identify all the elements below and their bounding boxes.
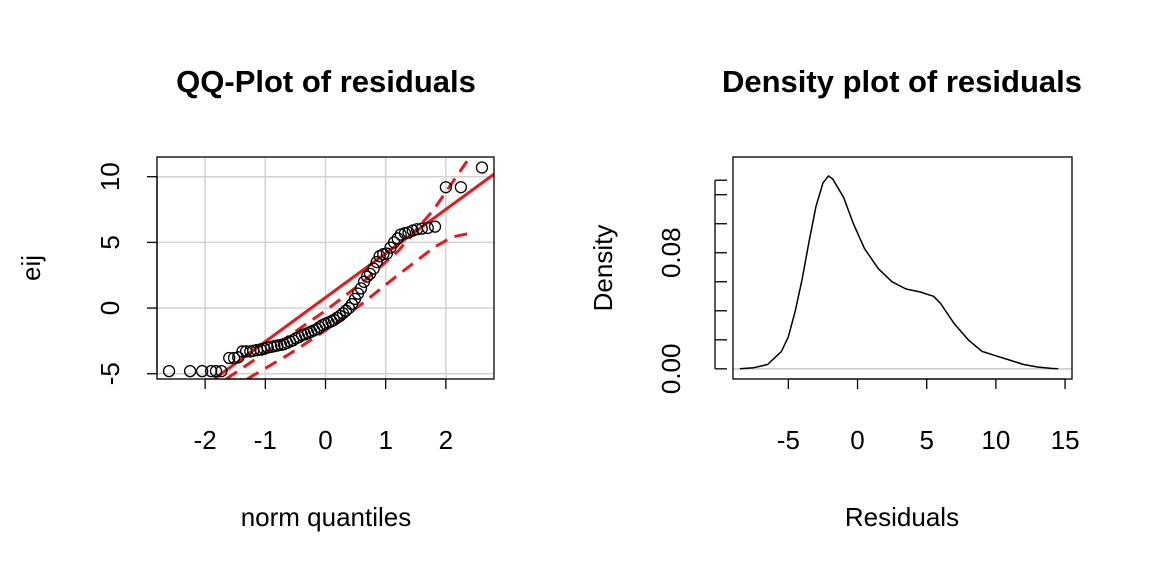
qq-point [205,364,218,378]
qq-y-axis: -5 0 5 10 [95,162,158,385]
density-x-tick-label: 0 [850,425,864,455]
qq-point [360,270,374,283]
qq-y-axis-label: eij [16,255,46,281]
qq-point [415,222,428,235]
qq-point [195,364,209,378]
qq-point [209,364,223,378]
density-curve [739,175,1059,370]
qq-envelope [225,157,472,379]
qq-y-tick-label: -5 [95,362,125,385]
density-x-tick-label: 5 [919,425,933,455]
qq-point [428,220,442,233]
qq-point [439,181,453,194]
qq-points [162,161,489,378]
density-x-axis-label: Residuals [845,502,959,532]
qq-y-tick-label: 10 [95,162,125,191]
qq-x-tick-label: 0 [318,425,332,455]
qq-x-tick-label: 2 [439,425,453,455]
qq-y-tick-label: 0 [95,301,125,315]
qq-point [354,282,368,295]
qq-point [215,364,228,378]
qq-point [370,255,383,269]
qq-grid [157,157,494,379]
confidence-envelope-lower-path [246,231,471,379]
density-y-tick-label: 0.08 [656,227,686,278]
qq-point [380,247,394,260]
density-x-tick-label: -5 [777,425,800,455]
density-y-axis: 0.00 0.08 [656,179,727,395]
qq-reference-line [213,172,494,379]
qq-point [227,351,241,365]
density-x-axis: -5 0 5 10 15 [777,378,1080,455]
qq-point [342,301,356,315]
qq-point [162,364,176,378]
density-x-tick-label: 15 [1051,425,1080,455]
density-y-tick-label: 0.00 [656,344,686,395]
confidence-envelope-upper-path [225,157,472,379]
qq-point [367,262,380,275]
qq-point [223,351,236,365]
qq-x-tick-label: 1 [378,425,392,455]
qq-point [387,236,401,249]
qq-x-axis: -2 -1 0 1 2 [194,378,453,455]
qq-reference-line-path [213,172,494,379]
qq-x-axis-label: norm quantiles [241,502,412,532]
qq-point [286,334,300,347]
qq-y-tick-label: 5 [95,235,125,249]
density-title: Density plot of residuals [722,64,1082,99]
density-curve-path [739,175,1059,370]
qq-title: QQ-Plot of residuals [176,64,476,99]
qq-x-tick-label: -2 [194,425,217,455]
qq-point [421,221,434,235]
density-x-tick-label: 10 [981,425,1010,455]
qq-point [183,364,197,378]
qq-panel: QQ-Plot of residuals -2 -1 0 1 2 -5 0 5 10 norm… [16,64,495,532]
qq-point [475,161,489,174]
qq-point [454,181,468,194]
qq-point [327,313,341,327]
qq-x-tick-label: -1 [254,425,277,455]
density-panel: Density plot of residuals -5 0 5 10 15 0.000… [588,64,1082,532]
density-y-axis-label: Density [588,225,618,312]
